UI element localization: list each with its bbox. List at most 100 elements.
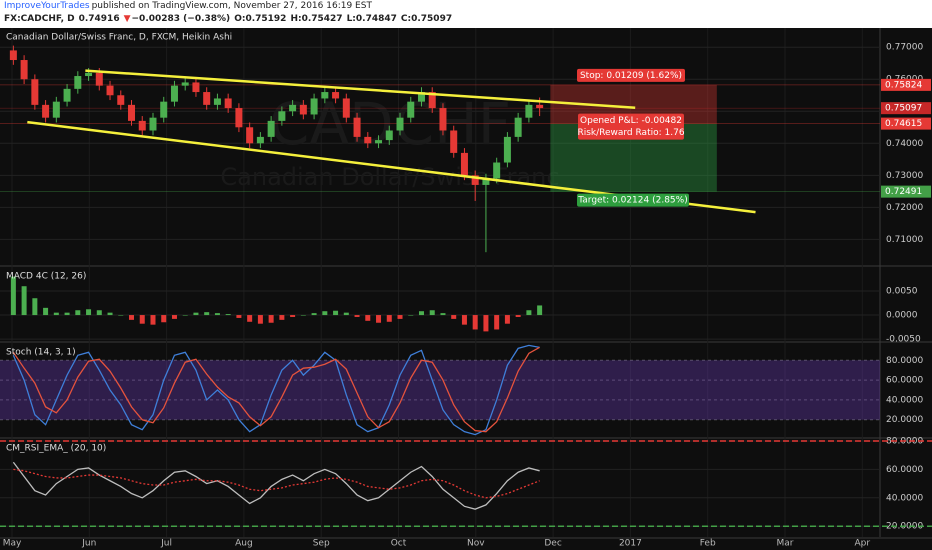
price-label-bg xyxy=(881,78,931,91)
histogram-bar xyxy=(118,315,124,316)
histogram-bar xyxy=(53,312,59,316)
histogram-bar xyxy=(171,315,177,319)
published: published on TradingView.com, November 2… xyxy=(91,1,372,11)
y-tick-label: 0.73000 xyxy=(886,171,923,181)
histogram-bar xyxy=(32,298,38,316)
panel-title: Stoch (14, 3, 1) xyxy=(6,348,76,358)
x-tick-label: Dec xyxy=(544,539,561,549)
candle-body xyxy=(310,98,318,115)
histogram-bar xyxy=(451,315,457,319)
candle-body xyxy=(31,79,39,105)
histogram-bar xyxy=(408,315,414,316)
x-tick-label: 2017 xyxy=(619,539,642,549)
histogram-bar xyxy=(515,315,521,317)
candle-body xyxy=(42,104,50,118)
change-arrow: ▼ xyxy=(123,14,131,24)
histogram-bar xyxy=(64,312,70,316)
y-tick-label: 20.0000 xyxy=(886,415,923,425)
x-tick-label: Oct xyxy=(391,539,407,549)
candle-body xyxy=(482,178,490,185)
target-label: Target: 0.02124 (2.85%) xyxy=(577,196,687,206)
histogram-bar xyxy=(483,315,489,332)
x-tick-label: Aug xyxy=(235,539,253,549)
candle-body xyxy=(278,111,286,121)
candle-body xyxy=(536,104,544,109)
candle-body xyxy=(525,104,533,118)
y-tick-label: 40.0000 xyxy=(886,493,923,503)
y-tick-label: -0.0050 xyxy=(886,335,921,345)
panel-title: CM_RSI_EMA_ (20, 10) xyxy=(6,444,106,454)
y-tick-label: 60.0000 xyxy=(886,376,923,386)
candle-body xyxy=(439,108,447,131)
histogram-bar xyxy=(268,315,274,323)
histogram-bar xyxy=(418,311,424,316)
high: H:0.75427 xyxy=(290,14,343,24)
candle-body xyxy=(471,175,479,185)
histogram-bar xyxy=(472,315,478,330)
candle-body xyxy=(450,130,458,153)
header-line-2: FX:CADCHF, D 0.74916 ▼−0.00283 (−0.38%) O:0… xyxy=(0,13,932,26)
panel-bg xyxy=(0,267,880,341)
stop-label: Stop: 0.01209 (1.62%) xyxy=(580,71,682,81)
trend-line xyxy=(85,69,636,109)
low: L:0.74847 xyxy=(346,14,397,24)
y-tick-label: 0.74000 xyxy=(886,139,923,149)
histogram-bar xyxy=(504,315,510,324)
y-tick-label: 80.0000 xyxy=(886,356,923,366)
candle-body xyxy=(170,85,178,102)
y-tick-label: 60.0000 xyxy=(886,465,923,475)
candle-body xyxy=(342,98,350,118)
candle-body xyxy=(85,72,93,77)
histogram-bar xyxy=(225,314,231,316)
band xyxy=(0,360,880,420)
rr-label: Risk/Reward Ratio: 1.76 xyxy=(577,128,684,138)
histogram-bar xyxy=(161,315,167,323)
candle-body xyxy=(503,136,511,163)
candle-body xyxy=(428,92,436,109)
candle-body xyxy=(138,120,146,131)
histogram-bar xyxy=(214,313,220,316)
change: −0.00283 (−0.38%) xyxy=(131,14,231,24)
histogram-bar xyxy=(204,312,210,316)
x-tick-label: Jul xyxy=(160,539,172,549)
histogram-bar xyxy=(300,315,306,316)
candle-body xyxy=(63,88,71,102)
series-line xyxy=(12,346,540,433)
price-label: 0.72491 xyxy=(885,187,922,197)
histogram-bar xyxy=(75,310,81,316)
x-tick-label: Feb xyxy=(700,539,716,549)
histogram-bar xyxy=(21,286,27,316)
close: C:0.75097 xyxy=(400,14,453,24)
candle-body xyxy=(95,72,103,86)
histogram-bar xyxy=(10,276,16,316)
histogram-bar xyxy=(86,309,92,316)
histogram-bar xyxy=(129,315,135,320)
candle-body xyxy=(74,76,82,89)
candle-body xyxy=(52,101,60,118)
author[interactable]: ImproveYourTrades xyxy=(4,1,90,11)
histogram-bar xyxy=(461,315,467,325)
histogram-bar xyxy=(193,312,199,316)
histogram-bar xyxy=(333,310,339,316)
candle-body xyxy=(375,140,383,144)
candle-body xyxy=(407,101,415,118)
histogram-bar xyxy=(429,310,435,316)
y-tick-label: 0.0050 xyxy=(886,287,918,297)
histogram-bar xyxy=(537,305,543,316)
histogram-bar xyxy=(386,315,392,322)
candle-body xyxy=(321,92,329,99)
candle-body xyxy=(9,50,17,61)
panel-title: MACD 4C (12, 26) xyxy=(6,272,86,282)
x-tick-label: Sep xyxy=(313,539,330,549)
histogram-bar xyxy=(257,315,263,324)
x-tick-label: Apr xyxy=(855,539,871,549)
price-label: 0.75824 xyxy=(885,80,922,90)
histogram-bar xyxy=(236,315,242,318)
candle-body xyxy=(213,98,221,105)
y-tick-label: 0.0000 xyxy=(886,311,918,321)
histogram-bar xyxy=(290,315,296,317)
candle-body xyxy=(117,95,125,105)
pnl-label: Opened P&L: -0.00482 xyxy=(580,116,682,126)
panel-bg xyxy=(0,439,880,537)
